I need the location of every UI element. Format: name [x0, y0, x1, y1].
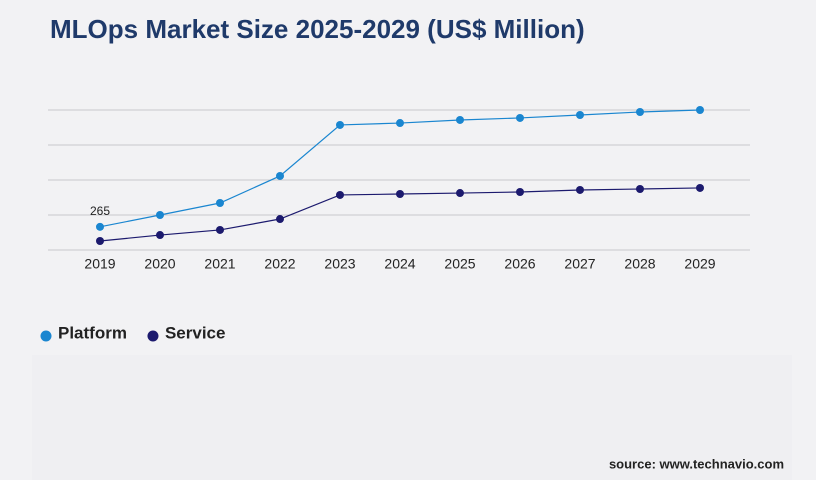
data-point — [636, 185, 644, 194]
data-label: 265 — [90, 204, 110, 218]
chart-title: MLOps Market Size 2025-2029 (US$ Million… — [50, 14, 585, 44]
data-point — [636, 108, 644, 117]
legend: Platform Service — [40, 323, 226, 342]
data-point — [156, 231, 164, 240]
data-point — [96, 222, 104, 231]
data-point — [336, 190, 344, 199]
source: source: www.technavio.com — [609, 456, 784, 471]
x-tick-label: 2026 — [504, 256, 535, 272]
x-tick-label: 2029 — [684, 256, 715, 272]
x-tick-label: 2028 — [624, 256, 655, 272]
data-point — [216, 225, 224, 234]
data-point — [396, 190, 404, 198]
legend-label: Service — [165, 323, 226, 342]
data-point — [696, 106, 704, 114]
data-point — [216, 199, 224, 208]
data-point — [576, 185, 584, 194]
data-point — [336, 120, 344, 129]
data-point — [456, 189, 464, 198]
legend-label: Platform — [58, 323, 127, 342]
data-point — [576, 110, 584, 119]
x-tick-label: 2021 — [204, 256, 235, 272]
x-tick-label: 2024 — [384, 256, 415, 272]
data-point — [396, 119, 404, 128]
legend-marker — [147, 330, 159, 342]
data-point — [276, 171, 284, 180]
data-point — [696, 183, 704, 192]
x-tick-label: 2020 — [144, 256, 175, 272]
panel — [32, 355, 792, 480]
x-tick-label: 2023 — [324, 256, 355, 272]
x-tick-label: 2019 — [84, 256, 115, 272]
data-point — [156, 211, 164, 219]
data-point — [516, 113, 524, 122]
data-point — [276, 215, 284, 224]
x-tick-label: 2025 — [444, 256, 475, 272]
x-tick-label: 2022 — [264, 256, 295, 272]
data-point — [516, 187, 524, 196]
data-point — [96, 236, 104, 245]
legend-marker — [40, 330, 52, 342]
x-tick-label: 2027 — [564, 256, 595, 272]
data-point — [456, 115, 464, 124]
